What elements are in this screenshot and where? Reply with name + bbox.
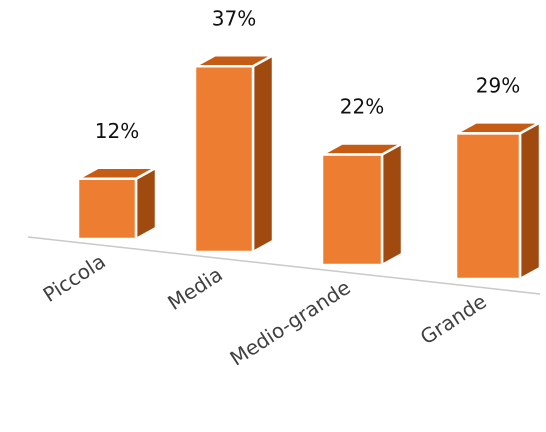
x-axis-line <box>27 236 541 295</box>
bar-front-face <box>454 132 522 281</box>
bar-front-face <box>193 65 255 254</box>
value-label-medio-grande: 22% <box>340 95 384 119</box>
bar-grande <box>454 121 542 281</box>
bar-piccola <box>76 166 158 241</box>
value-label-grande: 29% <box>476 73 520 97</box>
bars-layer <box>76 54 542 281</box>
category-label-piccola: Piccola <box>39 249 110 307</box>
bar-side-face <box>251 54 275 254</box>
bar-side-face <box>380 142 404 267</box>
bar-front-face <box>320 153 384 267</box>
category-label-medio-grande: Medio-grande <box>225 275 354 371</box>
bar-side-face <box>518 121 542 281</box>
value-label-piccola: 12% <box>95 119 139 143</box>
category-label-grande: Grande <box>416 289 491 349</box>
bar-media <box>193 54 275 254</box>
bar-front-face <box>76 177 138 241</box>
category-label-media: Media <box>163 262 226 315</box>
bar-medio-grande <box>320 142 404 267</box>
value-label-media: 37% <box>212 6 256 30</box>
